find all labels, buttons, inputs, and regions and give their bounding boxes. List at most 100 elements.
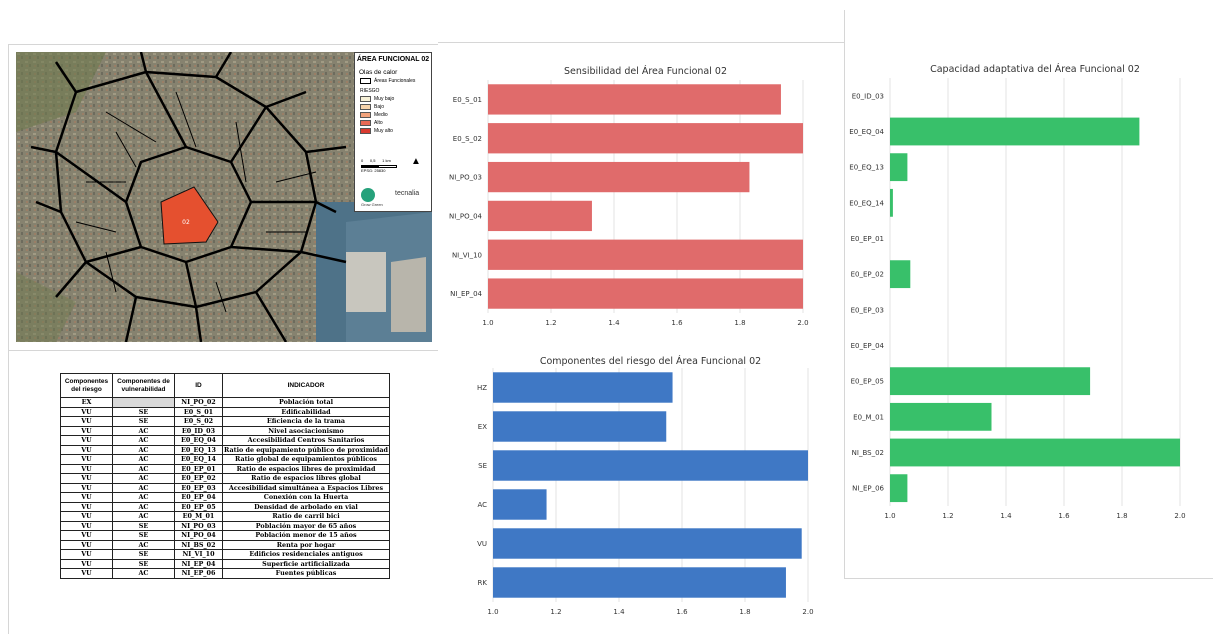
bar — [493, 567, 786, 598]
cell-componente-riesgo: VU — [60, 530, 113, 541]
table-row: EX NI_PO_02 Población total — [60, 397, 390, 408]
y-tick-label: EX — [478, 423, 487, 431]
legend-item: Muy bajo — [360, 96, 431, 102]
chart-sensibilidad: Sensibilidad del Área Funcional 02 1.0 1.2… — [438, 58, 838, 338]
bar — [493, 450, 808, 481]
x-tick-label: 1.8 — [739, 608, 750, 616]
legend-subtitle: Olas de calor — [359, 69, 398, 76]
legend-swatch — [360, 104, 371, 110]
x-tick-label: 2.0 — [802, 608, 813, 616]
table-row: VU SE NI_PO_03 Población mayor de 65 años — [60, 520, 390, 531]
cell-indicador: Fuentes públicas — [222, 568, 390, 579]
cell-indicador: Superficie artificializada — [222, 558, 390, 569]
cell-componente-riesgo: VU — [60, 463, 113, 474]
cell-componente-vulnerabilidad: SE — [112, 549, 175, 560]
y-tick-label: HZ — [477, 384, 487, 392]
chart-title: Sensibilidad del Área Funcional 02 — [564, 65, 727, 77]
cell-id: NI_EP_06 — [174, 568, 223, 579]
y-tick-label: E0_EP_02 — [851, 271, 884, 279]
cell-componente-riesgo: VU — [60, 558, 113, 569]
bar — [890, 402, 992, 431]
y-tick-label: E0_EQ_14 — [849, 199, 884, 207]
cell-componente-vulnerabilidad: AC — [112, 454, 175, 465]
cell-componente-riesgo: VU — [60, 406, 113, 417]
cell-id: E0_EP_05 — [174, 501, 223, 512]
y-tick-label: E0_M_01 — [853, 413, 884, 421]
y-tick-label: NI_VI_10 — [452, 251, 482, 259]
header-componentes-vulnerabilidad: Componentes de vulnerabilidad — [112, 373, 175, 398]
cell-componente-riesgo: VU — [60, 435, 113, 446]
cell-componente-riesgo: VU — [60, 425, 113, 436]
cell-componente-vulnerabilidad — [112, 397, 175, 408]
bar — [493, 489, 547, 520]
scale-bar-graphic — [361, 165, 397, 168]
y-tick-label: VU — [477, 540, 487, 548]
cell-componente-riesgo: VU — [60, 473, 113, 484]
table-row: VU AC E0_EQ_13 Ratio de equipamiento públic… — [60, 444, 390, 455]
x-tick-label: 1.2 — [545, 319, 556, 327]
cell-indicador: Densidad de arbolado en vial — [222, 501, 390, 512]
x-tick-label: 1.0 — [884, 512, 895, 520]
y-tick-label: E0_EP_01 — [851, 235, 884, 243]
y-tick-label: E0_EP_03 — [851, 306, 884, 314]
cell-id: E0_S_01 — [174, 406, 223, 417]
cell-componente-vulnerabilidad: AC — [112, 435, 175, 446]
frame-chart-top-line — [438, 42, 844, 43]
legend-item-label: Alto — [374, 120, 383, 126]
scale-bar: 0 0,5 1 km EPSG: 25830 — [361, 158, 401, 173]
bar — [890, 438, 1180, 467]
y-tick-label: NI_PO_04 — [449, 212, 482, 220]
cell-id: E0_M_01 — [174, 511, 223, 522]
y-tick-label: SE — [478, 462, 487, 470]
bar — [890, 188, 893, 217]
cell-componente-riesgo: VU — [60, 416, 113, 427]
cell-componente-riesgo: VU — [60, 501, 113, 512]
x-tick-label: 1.4 — [1000, 512, 1012, 520]
frame-right-line — [844, 10, 845, 578]
cell-id: E0_EQ_13 — [174, 444, 223, 455]
cell-indicador: Ratio global de equipamientos públicos — [222, 454, 390, 465]
bar — [493, 372, 673, 403]
bar — [890, 367, 1091, 396]
bar — [493, 411, 667, 442]
x-tick-label: 1.2 — [550, 608, 561, 616]
cell-indicador: Ratio de espacios libres global — [222, 473, 390, 484]
bar — [488, 123, 803, 154]
cell-componente-vulnerabilidad: SE — [112, 520, 175, 531]
table-row: VU SE E0_S_02 Eficiencia de la trama — [60, 416, 390, 427]
cell-id: E0_EP_02 — [174, 473, 223, 484]
y-tick-label: E0_ID_03 — [852, 92, 884, 100]
bar — [488, 161, 750, 193]
y-tick-label: E0_EP_05 — [851, 378, 884, 386]
cell-componente-riesgo: VU — [60, 482, 113, 493]
x-tick-label: 1.0 — [482, 319, 493, 327]
x-tick-label: 1.6 — [671, 319, 683, 327]
cell-id: E0_EP_04 — [174, 492, 223, 503]
cell-componente-vulnerabilidad: SE — [112, 406, 175, 417]
cell-componente-vulnerabilidad: AC — [112, 444, 175, 455]
cell-id: E0_EQ_14 — [174, 454, 223, 465]
table-row: VU AC E0_EP_05 Densidad de arbolado en vial — [60, 501, 390, 512]
table-row: VU AC NI_BS_02 Renta por hogar — [60, 539, 390, 550]
cell-componente-vulnerabilidad: AC — [112, 492, 175, 503]
map-area-label: 02 — [182, 219, 190, 226]
x-tick-label: 1.0 — [487, 608, 498, 616]
cell-componente-riesgo: VU — [60, 568, 113, 579]
cell-componente-riesgo: VU — [60, 549, 113, 560]
header-id: ID — [174, 373, 223, 398]
y-tick-label: NI_EP_06 — [852, 485, 884, 493]
legend-risk-heading: RIESGO — [360, 88, 380, 94]
cell-indicador: Accesibilidad simultánea a Espacios Libr… — [222, 482, 390, 493]
legend-swatch — [360, 96, 371, 102]
x-tick-label: 1.4 — [608, 319, 620, 327]
table-body: EX NI_PO_02 Población total VU SE E0_S_01 Edif… — [60, 397, 390, 579]
frame-top-line — [8, 44, 438, 45]
bar — [488, 200, 592, 232]
cell-componente-vulnerabilidad: AC — [112, 425, 175, 436]
table-row: VU AC E0_EP_02 Ratio de espacios libres glo… — [60, 473, 390, 484]
cell-componente-vulnerabilidad: AC — [112, 568, 175, 579]
x-tick-label: 1.8 — [734, 319, 745, 327]
bar — [890, 117, 1140, 146]
north-arrow-icon: ▲ — [411, 156, 421, 167]
cell-id: NI_EP_04 — [174, 558, 223, 569]
